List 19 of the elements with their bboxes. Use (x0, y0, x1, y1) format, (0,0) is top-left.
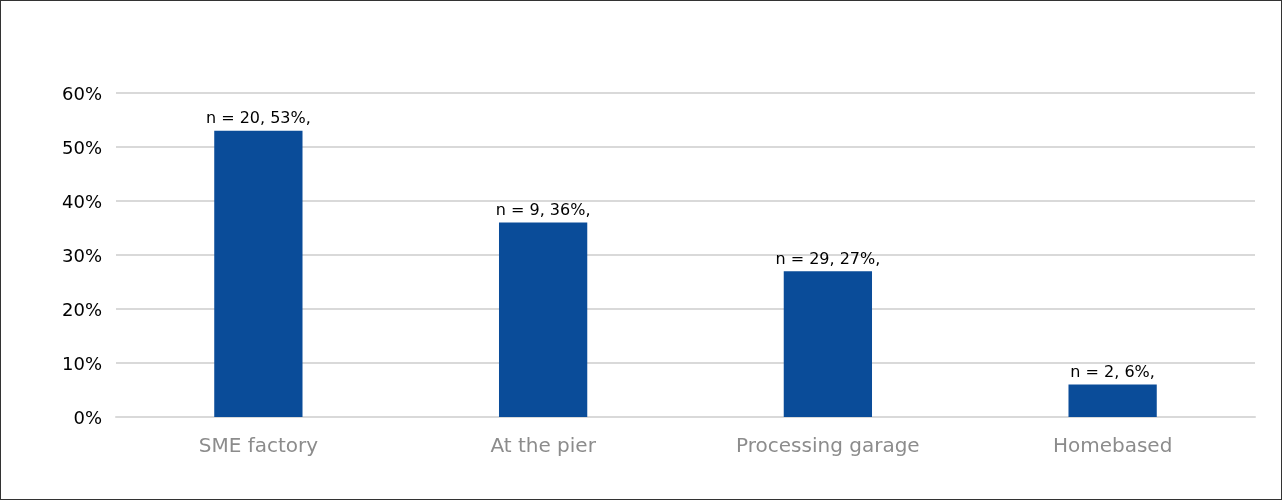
data-label: n = 20, 53%, (205, 108, 311, 128)
bar (498, 222, 588, 417)
data-label: n = 29, 27%, (775, 248, 881, 268)
y-tick-label: 10% (61, 352, 102, 374)
y-tick-label: 30% (61, 244, 102, 266)
bar (1068, 384, 1157, 417)
x-tick-label: Processing garage (736, 433, 920, 457)
data-label: n = 9, 36%, (495, 200, 591, 220)
y-tick-label: 0% (73, 406, 102, 428)
y-tick-label: 50% (61, 136, 102, 158)
y-tick-label: 20% (61, 298, 102, 320)
x-tick-label: Homebased (1052, 433, 1173, 457)
bar (783, 271, 873, 417)
x-tick-label: SME factory (198, 433, 319, 457)
y-tick-label: 60% (61, 82, 102, 104)
data-label: n = 2, 6%, (1070, 362, 1155, 382)
x-tick-label: At the pier (490, 433, 597, 457)
y-tick-label: 40% (61, 190, 102, 212)
bar (214, 130, 303, 417)
